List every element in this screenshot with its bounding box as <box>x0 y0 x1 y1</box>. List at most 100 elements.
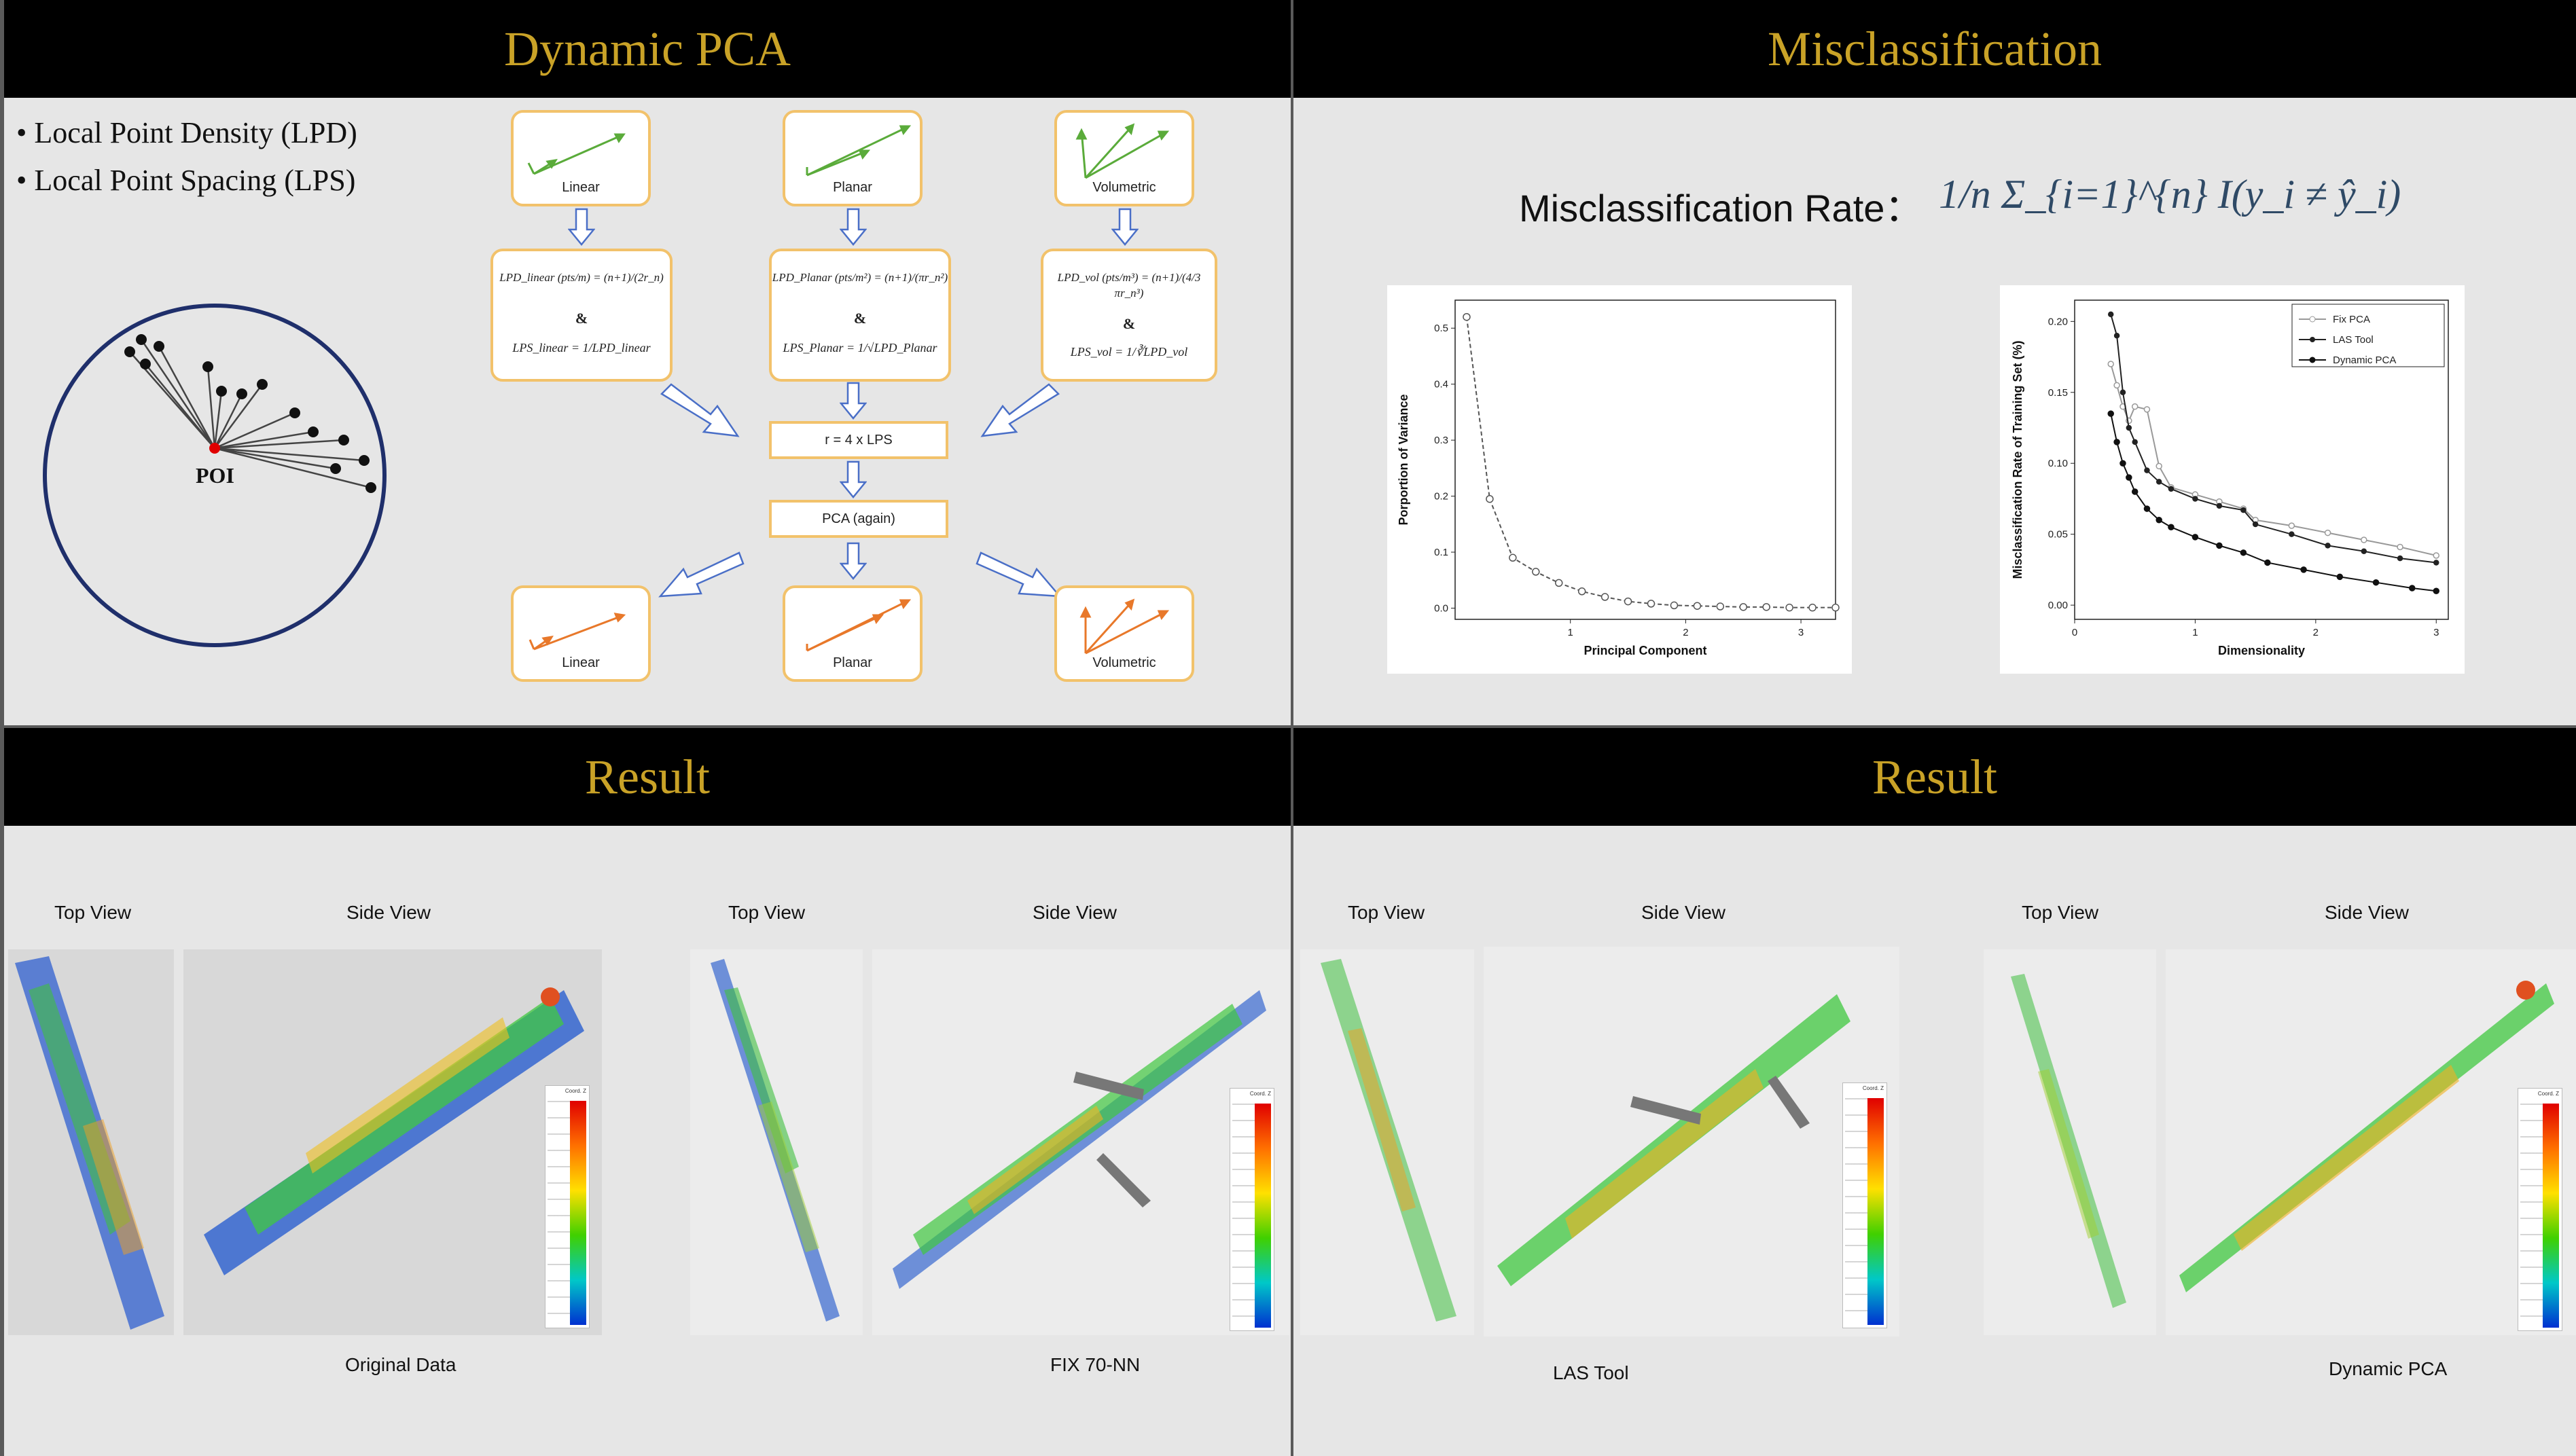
data-point <box>1831 603 1840 612</box>
box-volumetric-bottom: Volumetric <box>1054 585 1194 682</box>
box-linear-bottom: Linear <box>511 585 651 682</box>
data-point <box>2107 361 2114 367</box>
y-tick-label: 0.2 <box>1434 491 1448 503</box>
y-tick-label: 0.1 <box>1434 547 1448 558</box>
and-symbol: & <box>1122 315 1136 332</box>
box-planar-top: Planar <box>783 110 923 206</box>
data-point <box>2192 534 2199 541</box>
point-cloud-image <box>15 956 164 1330</box>
lps-vol-formula: LPS_vol = 1/∛LPD_vol <box>1070 345 1188 359</box>
panel-dynamic-pca: Dynamic PCA • Local Point Density (LPD) … <box>4 0 1291 725</box>
down-arrow-icon <box>568 208 595 246</box>
data-point <box>2240 507 2247 513</box>
point-cloud-image <box>1497 994 1850 1286</box>
legend-label: Dynamic PCA <box>2333 354 2396 366</box>
data-point <box>2168 524 2175 530</box>
box-label: Volumetric <box>1092 180 1156 195</box>
data-point <box>2132 439 2138 445</box>
data-point <box>2433 552 2440 559</box>
data-point <box>2433 587 2440 594</box>
x-tick-label: 2 <box>1683 627 1688 638</box>
variance-chart: 0.0 0.1 0.2 0.3 0.4 0.5 1 2 3 Principal Component… <box>1387 285 1852 674</box>
misclassification-rate-formula: 1/n Σ_{i=1}^{n} I(y_i ≠ ŷ_i) <box>1939 172 2401 217</box>
panel-result-right: Result Top View Side View Coord. Z LAS T… <box>1293 728 2576 1456</box>
side-view-label: Side View <box>2325 902 2410 923</box>
plot-frame <box>2074 299 2449 620</box>
data-point <box>1762 603 1770 611</box>
y-tick-label: 0.4 <box>1434 379 1448 390</box>
data-point <box>1532 568 1540 576</box>
step-pca-box: PCA (again) <box>769 500 948 538</box>
lps-planar-formula: LPS_Planar = 1/√LPD_Planar <box>783 341 937 354</box>
side-view-image: Coord. Z <box>1484 947 1899 1336</box>
series-line-2 <box>2110 413 2437 592</box>
y-tick-label: 0.3 <box>1434 435 1448 446</box>
box-label: Volumetric <box>1092 655 1156 670</box>
data-point <box>1716 602 1725 611</box>
top-view-label: Top View <box>728 902 806 923</box>
data-point <box>2155 517 2162 524</box>
panel-result-left: Result Top View Side View Coord. Z Origi… <box>4 728 1291 1456</box>
data-point <box>1600 593 1609 601</box>
down-arrow-icon <box>840 542 867 580</box>
data-point <box>2216 542 2223 549</box>
x-tick-label: 1 <box>2192 627 2198 638</box>
color-scale-legend: Coord. Z <box>1230 1088 1274 1331</box>
point-cloud-image <box>893 990 1266 1289</box>
x-axis-label: Principal Component <box>1584 644 1706 657</box>
caption-original-data: Original Data <box>345 1354 457 1375</box>
side-view-label: Side View <box>1033 902 1117 923</box>
data-point <box>2144 467 2150 473</box>
legend-marker <box>2309 316 2316 323</box>
x-tick-label: 1 <box>1568 627 1573 638</box>
data-point <box>2126 474 2132 481</box>
box-planar-bottom: Planar <box>783 585 923 682</box>
and-symbol: & <box>853 310 867 327</box>
caption-las-tool: LAS Tool <box>1553 1362 1629 1383</box>
x-tick-label: 3 <box>1798 627 1804 638</box>
linear-vectors-icon <box>529 613 626 651</box>
x-tick-label: 3 <box>2433 627 2439 638</box>
down-arrow-icon <box>840 460 867 498</box>
data-point <box>2192 496 2198 502</box>
diagonal-arrow-icon <box>980 383 1060 437</box>
data-point <box>2168 486 2175 492</box>
legend-box <box>2291 304 2445 367</box>
panel-title: Result <box>1293 728 2576 826</box>
lpd-planar-formula: LPD_Planar (pts/m²) = (n+1)/(πr_n²) <box>772 271 948 284</box>
and-symbol: & <box>575 310 588 327</box>
y-tick-label: 0.05 <box>2048 529 2068 541</box>
x-tick-label: 0 <box>2072 627 2077 638</box>
volumetric-vectors-icon <box>1079 598 1170 655</box>
y-tick-label: 0.10 <box>2048 458 2068 469</box>
lpd-vol-formula: LPD_vol (pts/m³) = (n+1)/(4/3 πr_n³) <box>1057 271 1201 299</box>
poi-label: POI <box>196 463 234 488</box>
y-tick-label: 0.20 <box>2048 316 2068 327</box>
point-cloud-image <box>1321 959 1456 1322</box>
data-point <box>1463 312 1471 321</box>
top-view-label: Top View <box>54 902 132 923</box>
box-label: Linear <box>562 655 600 670</box>
legend-label: LAS Tool <box>2333 334 2374 346</box>
data-point <box>2288 522 2295 529</box>
box-volumetric-top: Volumetric <box>1054 110 1194 206</box>
panel-title: Misclassification <box>1293 0 2576 98</box>
point-cloud-image <box>2179 981 2554 1292</box>
down-arrow-icon <box>840 382 867 420</box>
lps-linear-formula: LPS_linear = 1/LPD_linear <box>512 341 651 354</box>
plot-frame <box>1454 299 1836 620</box>
data-point <box>1670 601 1679 610</box>
data-point <box>2325 543 2331 549</box>
data-point <box>2409 585 2416 592</box>
bullet-lpd: • Local Point Density (LPD) <box>16 116 357 149</box>
side-view-image: Coord. Z <box>872 949 1289 1335</box>
top-view-label: Top View <box>2022 902 2099 923</box>
series-line-0 <box>1465 316 1836 608</box>
data-point <box>2119 389 2126 396</box>
x-tick-label: 2 <box>2313 627 2319 638</box>
step-r-box: r = 4 x LPS <box>769 421 948 459</box>
box-label: Planar <box>833 655 872 670</box>
data-point <box>2324 529 2331 536</box>
formula-box-planar: LPD_Planar (pts/m²) = (n+1)/(πr_n²) & LP… <box>769 249 951 382</box>
box-linear-top: Linear <box>511 110 651 206</box>
